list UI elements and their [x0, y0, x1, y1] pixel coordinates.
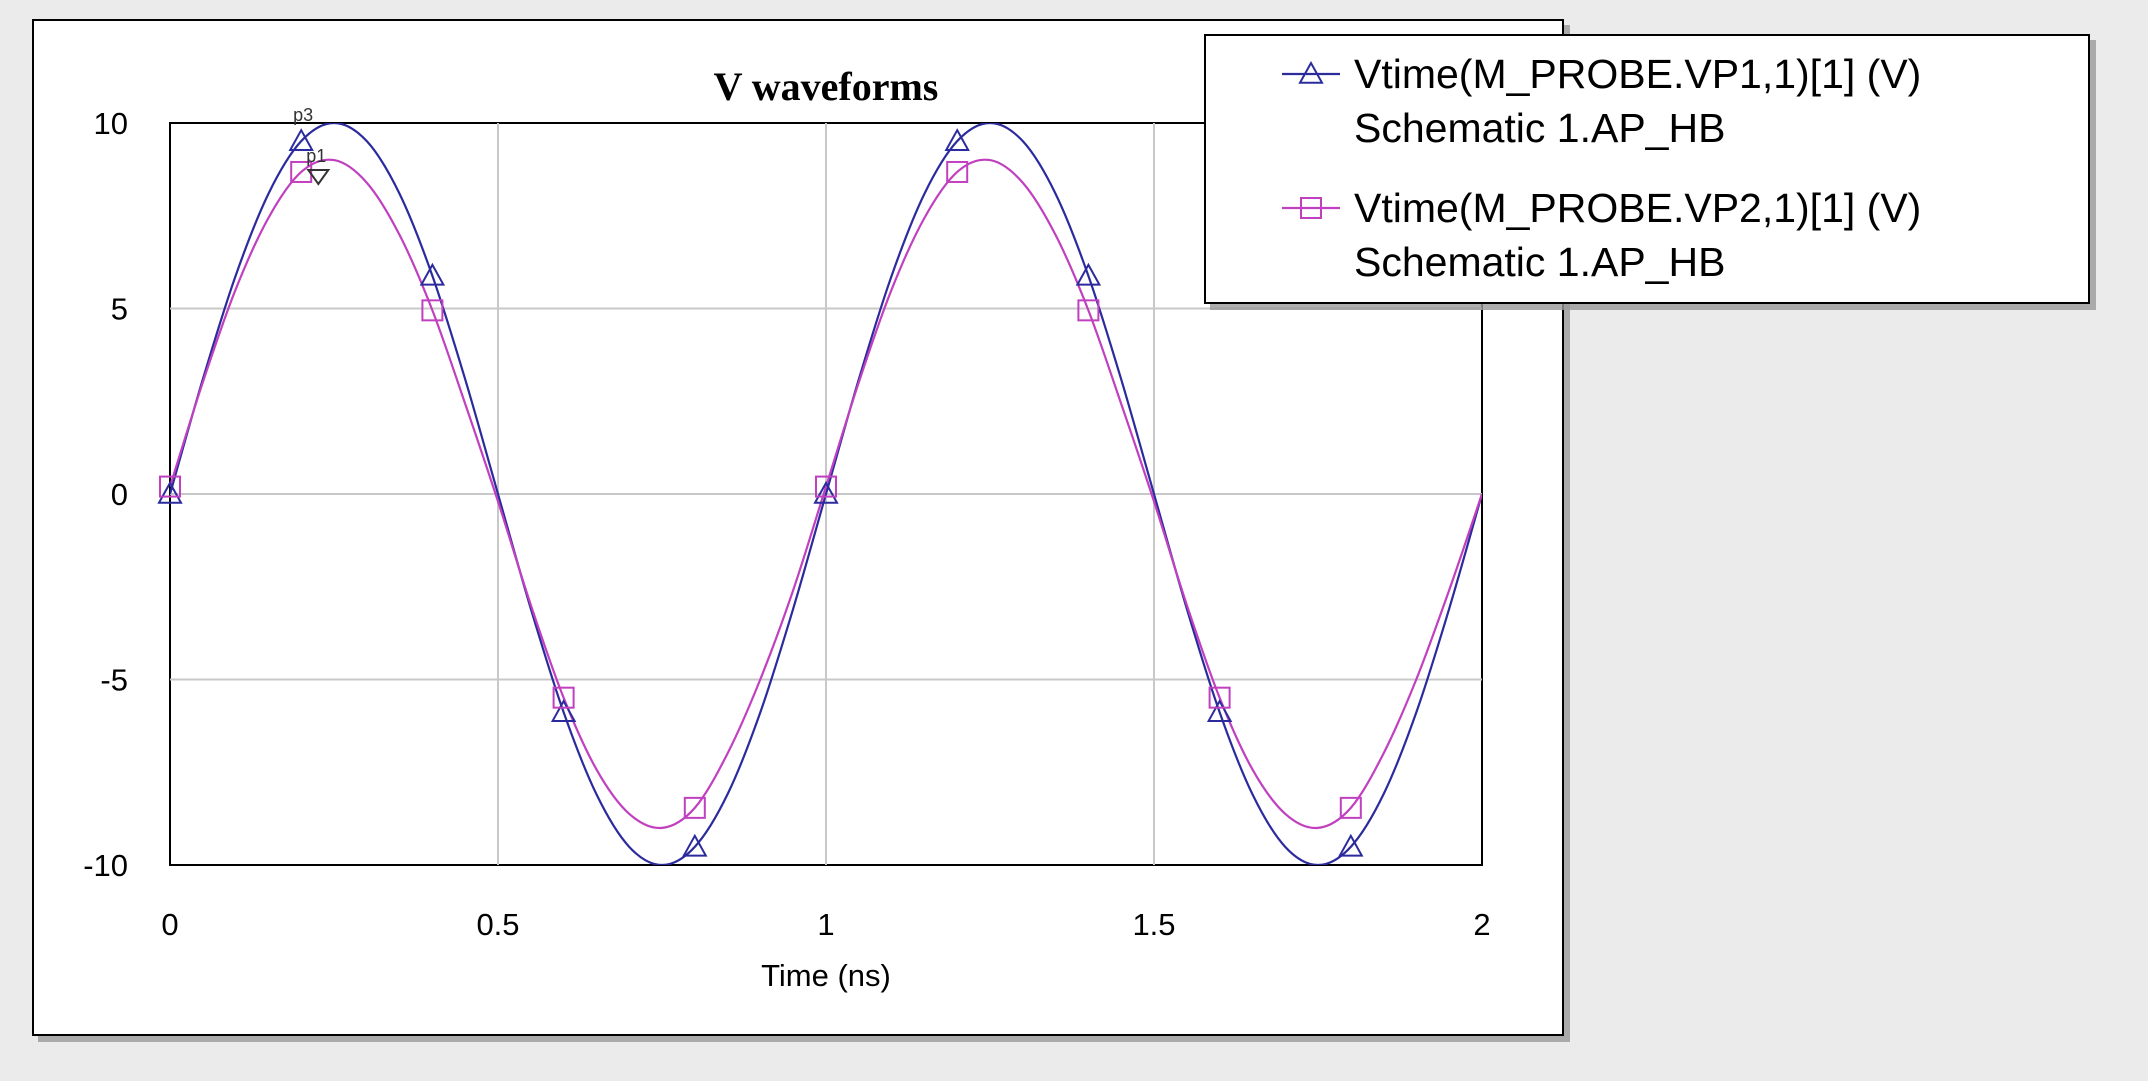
series-1-marker [1075, 262, 1102, 286]
series-2-marker [946, 160, 969, 183]
series-line-2 [170, 158, 1482, 830]
series-2-marker [1208, 686, 1231, 709]
x-axis-label: Time (ns) [761, 958, 891, 993]
series-line-1 [170, 123, 1482, 865]
series-1-marker [1338, 833, 1364, 857]
legend-label-1: Vtime(M_PROBE.VP1,1)[1] (V) [1354, 51, 1921, 97]
y-tick-label: 0 [111, 477, 128, 512]
series-2-marker [159, 475, 181, 498]
x-tick-label: 2 [1473, 907, 1490, 942]
series-1-marker [288, 128, 314, 151]
y-tick-label: -5 [100, 663, 128, 698]
legend-sublabel-1: Schematic 1.AP_HB [1354, 105, 1725, 151]
legend-box [1204, 34, 2090, 304]
series-layer [170, 123, 1482, 865]
series-1-marker [419, 262, 446, 286]
x-tick-label: 0 [161, 907, 178, 942]
legend-marker-2 [1300, 197, 1322, 219]
legend-marker-1 [1298, 60, 1324, 84]
y-tick-label: 5 [111, 292, 128, 327]
series-1-marker [813, 480, 839, 504]
legend-sublabel-2: Schematic 1.AP_HB [1354, 239, 1725, 285]
y-tick-label: 10 [94, 106, 128, 141]
series-1-marker [1206, 699, 1233, 722]
series-2-marker [552, 686, 575, 709]
tick-labels: 0 0.5 1 1.5 2 10 5 0 -5 -10 [83, 106, 1490, 942]
legend-entry-2[interactable]: Vtime(M_PROBE.VP2,1)[1] (V) Schematic 1.A… [1282, 185, 1921, 285]
series-1-marker [682, 833, 708, 857]
legend-entry-1[interactable]: Vtime(M_PROBE.VP1,1)[1] (V) Schematic 1.A… [1282, 51, 1921, 151]
x-tick-label: 0.5 [476, 907, 519, 942]
series-2-marker [421, 299, 444, 322]
y-tick-label: -10 [83, 848, 128, 883]
annotation-layer: p3 p1 [293, 105, 331, 186]
legend[interactable]: Vtime(M_PROBE.VP1,1)[1] (V) Schematic 1.A… [1204, 34, 2090, 304]
x-tick-label: 1.5 [1132, 907, 1175, 942]
marker-annotation-p3: p3 [293, 105, 313, 125]
series-2-marker [815, 475, 837, 498]
series-2-marker [290, 160, 313, 183]
marker-annotation-p1: p1 [306, 146, 326, 166]
series-2-marker [1077, 299, 1100, 322]
chart-title: V waveforms [714, 64, 939, 109]
series-2-marker [683, 796, 706, 819]
series-2-marker [1339, 796, 1362, 819]
marker-annotation-pointer [306, 168, 331, 186]
x-tick-label: 1 [817, 907, 834, 942]
series-1-marker [944, 128, 970, 151]
marker-layer [157, 128, 1364, 857]
legend-label-2: Vtime(M_PROBE.VP2,1)[1] (V) [1354, 185, 1921, 231]
series-1-marker [550, 699, 577, 722]
series-1-marker [157, 480, 183, 504]
